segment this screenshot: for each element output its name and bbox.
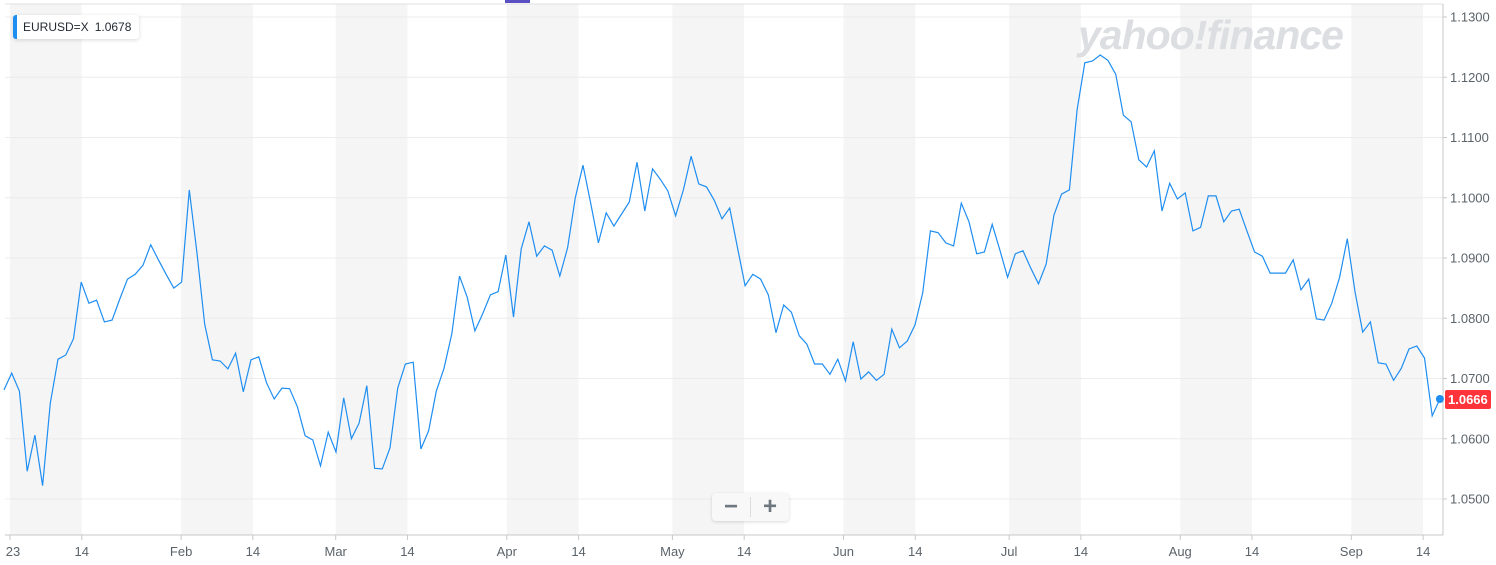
date-band: [506, 4, 579, 535]
x-tick-label: 14: [1245, 544, 1259, 559]
x-tick-label: 14: [571, 544, 585, 559]
date-band: [1351, 4, 1424, 535]
y-axis: 1.0500 1.0600 1.0700 1.0800 1.0900 1.1000 1.11…: [1443, 10, 1490, 507]
date-band: [672, 4, 745, 535]
y-tick-label: 1.1000: [1450, 190, 1490, 205]
y-tick-label: 1.0500: [1450, 492, 1490, 507]
date-band: [1180, 4, 1252, 535]
x-tick-label: 14: [400, 544, 414, 559]
x-tick-label: Apr: [497, 544, 518, 559]
x-tick-label: Aug: [1169, 544, 1192, 559]
x-tick-label: May: [660, 544, 685, 559]
zoom-divider: [750, 497, 751, 517]
legend-color-swatch: [13, 15, 17, 39]
zoom-out-button[interactable]: −: [723, 493, 738, 520]
y-tick-label: 1.1300: [1450, 10, 1490, 25]
date-band: [335, 4, 408, 535]
y-tick-label: 1.0700: [1450, 371, 1490, 386]
y-tick-label: 1.0900: [1450, 251, 1490, 266]
range-indicator: [505, 0, 530, 3]
x-tick-label: 14: [908, 544, 922, 559]
date-band: [843, 4, 916, 535]
x-tick-label: 14: [75, 544, 89, 559]
y-tick-label: 1.0600: [1450, 431, 1490, 446]
last-price-badge: 1.0666: [1445, 390, 1491, 409]
last-price-dot: [1435, 394, 1444, 403]
x-tick-label: 14: [246, 544, 260, 559]
x-axis: 23 14 Feb 14 Mar 14 Apr 14 May 14 Jun 14 Jul 14 Aug 14 S…: [6, 535, 1430, 559]
x-tick-label: Feb: [170, 544, 192, 559]
y-tick-label: 1.0800: [1450, 311, 1490, 326]
x-tick-label: 14: [1074, 544, 1088, 559]
series-line-eurusd: [3, 54, 1441, 486]
date-band: [1009, 4, 1081, 535]
legend-value: 1.0678: [94, 20, 132, 34]
legend[interactable]: EURUSD=X 1.0678: [13, 15, 140, 39]
x-tick-label: Jun: [833, 544, 854, 559]
date-bands: [10, 4, 1424, 535]
zoom-controls: − +: [712, 493, 789, 521]
x-tick-label: 14: [737, 544, 751, 559]
legend-symbol: EURUSD=X: [23, 20, 89, 34]
y-tick-label: 1.1200: [1450, 70, 1490, 85]
x-tick-label: Sep: [1340, 544, 1363, 559]
x-tick-label: Mar: [324, 544, 347, 559]
x-tick-label: 23: [6, 544, 20, 559]
yahoo-finance-logo: yahoo!finance: [1078, 12, 1344, 58]
zoom-in-button[interactable]: +: [762, 493, 777, 520]
y-tick-label: 1.1100: [1450, 130, 1489, 145]
date-band: [181, 4, 253, 535]
x-tick-label: Jul: [1001, 544, 1018, 559]
x-tick-label: 14: [1416, 544, 1430, 559]
